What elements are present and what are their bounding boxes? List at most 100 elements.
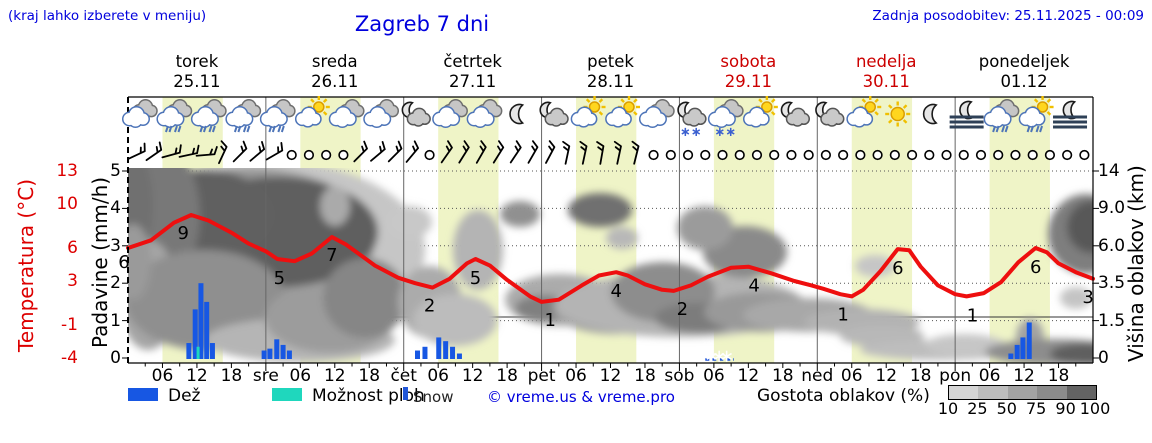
temperature-value-label: 5 bbox=[274, 268, 285, 289]
wind-calm-icon bbox=[975, 149, 987, 161]
cloud-rain-icon bbox=[190, 99, 227, 133]
wind-calm-icon bbox=[1027, 149, 1038, 161]
svg-text:∗∗: ∗∗ bbox=[714, 125, 736, 140]
x-hour-label: 18 bbox=[358, 366, 381, 386]
cloud-rain-icon bbox=[225, 99, 262, 133]
cloud-icon bbox=[638, 99, 675, 128]
rain-bar bbox=[436, 337, 442, 359]
cloud-icon bbox=[121, 99, 158, 128]
wind-barb-icon bbox=[353, 140, 368, 163]
day-date: 27.11 bbox=[449, 72, 497, 91]
wind-calm-icon bbox=[906, 149, 918, 161]
cloud-height-tick-label: 14 bbox=[1098, 161, 1120, 181]
cloud-snow-icon: ∗∗ bbox=[707, 99, 744, 140]
cloud-blob bbox=[320, 186, 350, 226]
wind-calm-icon bbox=[786, 149, 797, 161]
cloud-blob bbox=[453, 210, 503, 290]
rain-bar bbox=[1026, 322, 1032, 359]
rain-bar bbox=[261, 350, 267, 359]
x-hour-label: 18 bbox=[220, 366, 243, 386]
gradient-segment bbox=[1037, 386, 1067, 399]
wind-barb-icon bbox=[579, 140, 588, 165]
cloud-blob bbox=[323, 258, 407, 338]
snow-star: ∗ bbox=[712, 346, 727, 367]
wind-calm-icon bbox=[838, 149, 849, 161]
gradient-level-label: 90 bbox=[1055, 399, 1076, 418]
wind-barb-icon bbox=[387, 140, 403, 163]
moon-fog-icon bbox=[949, 100, 984, 129]
wind-calm-icon bbox=[682, 149, 694, 161]
gradient-level-label: 10 bbox=[937, 399, 959, 418]
cloud-blob bbox=[855, 255, 895, 277]
wind-calm-icon bbox=[338, 149, 349, 161]
wind-calm-icon bbox=[820, 149, 832, 161]
cloud-rain-icon bbox=[156, 99, 193, 133]
cloud-density-gradient-bar bbox=[948, 385, 1097, 400]
rain-bar bbox=[1014, 344, 1020, 359]
wind-barb-icon bbox=[249, 141, 266, 162]
x-hour-label: 06 bbox=[840, 366, 863, 386]
moon-cloud-icon bbox=[539, 101, 569, 127]
rain-bar bbox=[422, 346, 428, 359]
wind-calm-icon bbox=[889, 149, 900, 161]
cloud-rain-icon bbox=[983, 99, 1020, 133]
x-day-abbrev: sob bbox=[664, 366, 695, 386]
temperature-value-label: 6 bbox=[1030, 257, 1041, 278]
x-hour-label: 06 bbox=[978, 366, 1001, 386]
wind-barb-icon bbox=[562, 140, 571, 165]
x-day-abbrev: pon bbox=[939, 366, 972, 386]
wind-barb-icon bbox=[218, 140, 228, 165]
rain-bar bbox=[286, 350, 292, 359]
cloud-height-tick-label: 9.0 bbox=[1098, 198, 1126, 219]
cloud-blob bbox=[1067, 201, 1093, 253]
rain-bar bbox=[1020, 337, 1026, 359]
moon-cloud-snow-icon: ∗∗ bbox=[677, 101, 707, 140]
cloud-height-tick-label: 1.5 bbox=[1098, 310, 1126, 331]
wind-calm-icon bbox=[303, 149, 315, 161]
precip-tick-label: 0 bbox=[110, 348, 121, 368]
wind-barb-icon bbox=[405, 140, 420, 163]
precip-tick-label: 3 bbox=[110, 235, 121, 256]
moon-fog-icon bbox=[1053, 100, 1088, 129]
temperature-value-label: 3 bbox=[1082, 287, 1093, 308]
precip-tick-label: 5 bbox=[110, 161, 121, 181]
wind-barb-icon bbox=[232, 140, 248, 163]
x-hour-label: 06 bbox=[427, 366, 449, 386]
page-title: Zagreb 7 dni bbox=[354, 12, 490, 36]
x-hour-label: 12 bbox=[1013, 366, 1035, 386]
wind-calm-icon bbox=[941, 149, 952, 161]
cloud-blob bbox=[500, 201, 540, 227]
gradient-segment bbox=[949, 386, 979, 399]
x-day-abbrev: pet bbox=[527, 366, 556, 386]
x-hour-label: 12 bbox=[186, 366, 208, 386]
sun-cloud-icon bbox=[742, 96, 778, 128]
rain-bar bbox=[204, 301, 210, 359]
daylight-band bbox=[989, 97, 1050, 363]
cloud-rain-icon bbox=[259, 99, 296, 133]
gradient-level-label: 25 bbox=[967, 399, 988, 418]
x-hour-label: 12 bbox=[599, 366, 622, 386]
cloud-blob bbox=[606, 227, 638, 249]
gradient-level-label: 100 bbox=[1079, 399, 1111, 418]
snow-star: ∗ bbox=[704, 346, 719, 367]
moon-cloud-icon bbox=[401, 101, 431, 127]
x-hour-label: 06 bbox=[151, 366, 174, 386]
day-date: 30.11 bbox=[862, 72, 910, 91]
wind-calm-icon bbox=[286, 149, 297, 161]
cloud-blob bbox=[677, 206, 733, 250]
temperature-curve bbox=[126, 213, 1095, 304]
temperature-value-label: 7 bbox=[326, 245, 337, 266]
wind-barb-icon bbox=[631, 140, 640, 165]
wind-calm-icon bbox=[855, 149, 866, 161]
precip-tick-label: 2 bbox=[110, 273, 121, 294]
rain-legend-label: Dež bbox=[168, 386, 201, 406]
day-name: četrtek bbox=[443, 52, 502, 71]
rain-bar bbox=[415, 350, 420, 359]
cloud-height-tick-label: 3.5 bbox=[1098, 273, 1126, 294]
temperature-value-label: 2 bbox=[677, 299, 688, 320]
rain-bar bbox=[450, 346, 456, 359]
gradient-segment bbox=[1007, 386, 1038, 399]
wind-barb-icon bbox=[178, 144, 200, 158]
last-update-text: Zadnja posodobitev: 25.11.2025 - 00:09 bbox=[872, 8, 1144, 24]
